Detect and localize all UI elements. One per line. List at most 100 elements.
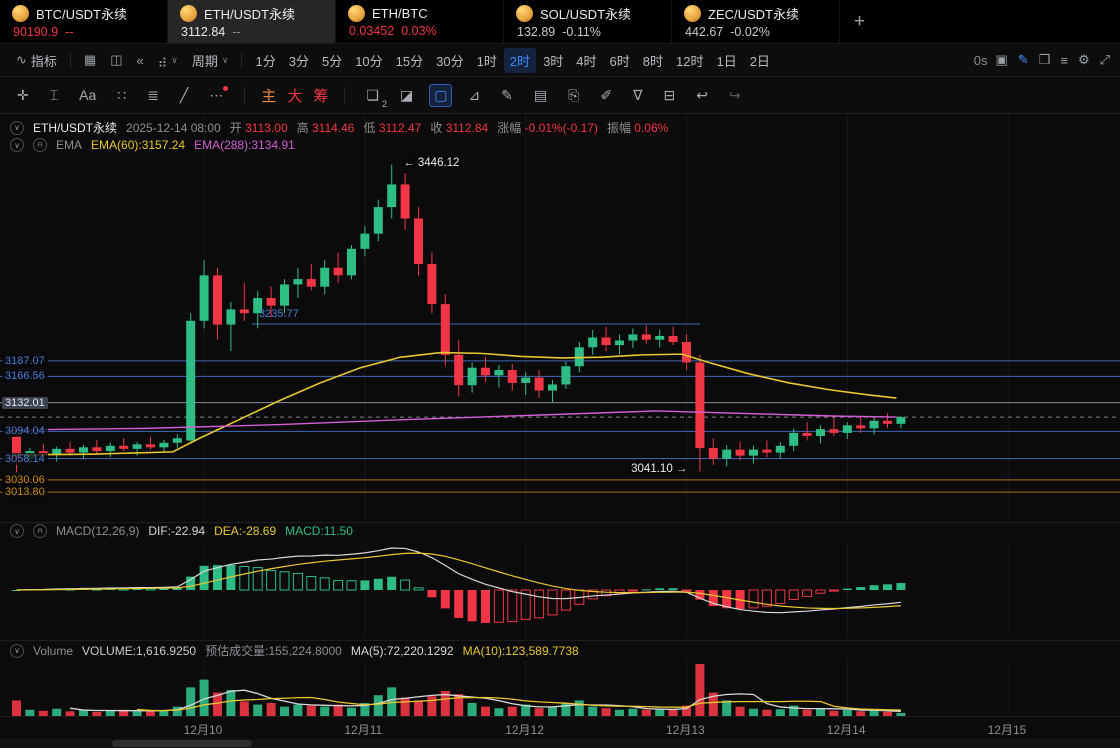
crosshair-icon[interactable]: ✛ — [17, 86, 29, 103]
scrollbar-thumb[interactable] — [112, 740, 252, 747]
ticker-tab[interactable]: ZEC/USDT永续 442.67 -0.02% — [672, 0, 840, 43]
fullscreen-icon[interactable]: ⤢ — [1099, 52, 1110, 67]
close-value: 3112.84 — [445, 121, 489, 135]
ticker-tab-name: ETH/USDT永续 — [204, 7, 296, 22]
undo-icon[interactable]: ↩ — [696, 86, 708, 103]
timeframe-15分[interactable]: 15分 — [395, 53, 424, 69]
timeframe-5分[interactable]: 5分 — [321, 53, 343, 69]
panel-divider — [0, 522, 1120, 523]
text-tool-icon[interactable]: Aa — [79, 87, 97, 103]
ticker-price: 0.03452 — [349, 24, 395, 38]
ticker-tab[interactable]: BTC/USDT永续 90190.9 -- — [0, 0, 168, 43]
timeframe-6时[interactable]: 6时 — [609, 53, 630, 69]
divider — [244, 86, 246, 104]
volume-value: VOLUME:1,616.9250 — [82, 643, 197, 658]
low-value: 3112.47 — [378, 121, 422, 135]
pattern-tool-icon[interactable]: ∷ — [117, 86, 127, 103]
tool-button-大[interactable]: 大 — [287, 87, 303, 105]
macd-chart[interactable] — [0, 542, 1120, 638]
compare-icon: ◫ — [110, 52, 123, 67]
popup-icon[interactable]: ❐ — [1038, 52, 1051, 67]
low-label: 低 — [363, 121, 376, 135]
checklist-icon[interactable]: ≣ — [147, 86, 159, 103]
clipboard-icon[interactable]: ⎘ — [568, 86, 580, 103]
ticker-tab-name: SOL/USDT永续 — [540, 7, 632, 22]
redo-icon[interactable]: ↪ — [728, 86, 741, 103]
ticker-tab[interactable]: ETH/USDT永续 3112.84 -- — [168, 0, 336, 43]
ibeam-icon[interactable]: ⌶ — [49, 86, 59, 103]
chart-scrollbar — [0, 739, 1120, 748]
list-icon[interactable]: ≡ — [1060, 52, 1068, 68]
timeframe-group: 1分 3分 5分 10分 15分 30分 1时 2时 3时 4时 6时 8时 12时 1日 2日 — [249, 47, 775, 73]
time-axis[interactable]: 12月10 12月11 12月12 12月13 12月14 12月15 — [0, 716, 1120, 738]
timeframe-1分[interactable]: 1分 — [255, 53, 276, 69]
toolbar-left-icons: ▦ ◫ « ⣴ ∨ — [78, 49, 184, 71]
settings-icon[interactable]: ⚙ — [1077, 52, 1090, 67]
timeframe-2时[interactable]: 2时 — [503, 47, 537, 73]
price-chart[interactable] — [0, 114, 1120, 520]
ticker-tab[interactable]: SOL/USDT永续 132.89 -0.11% — [504, 0, 672, 43]
timeframe-10分[interactable]: 10分 — [355, 53, 383, 69]
collapse-icon[interactable]: ∨ — [10, 120, 24, 135]
volume-profile-button[interactable]: ⣴ ∨ — [152, 49, 184, 71]
timeframe-12时[interactable]: 12时 — [676, 53, 704, 69]
coin-icon — [180, 5, 197, 22]
timeframe-1时[interactable]: 1时 — [476, 53, 497, 69]
price-level-label: 3094.04 — [2, 425, 48, 438]
price-level-label: 3235.77 — [259, 307, 299, 320]
volume-est-value: 预估成交量:155,224.8000 — [205, 644, 342, 658]
timeframe-1日[interactable]: 1日 — [716, 53, 737, 69]
film-icon[interactable]: ▤ — [533, 86, 548, 103]
timeframe-3分[interactable]: 3分 — [288, 53, 309, 69]
ema-title: EMA — [56, 138, 83, 152]
more-tools-icon[interactable]: ⋯ — [204, 84, 229, 107]
camera-icon[interactable]: ▣ — [995, 52, 1008, 67]
chart-area: ∨ ETH/USDT永续 2025-12-14 08:00 开 3113.00 … — [0, 114, 1120, 748]
ticker-change: -- — [65, 25, 74, 39]
ticker-tab-top: BTC/USDT永续 — [12, 4, 151, 23]
divider — [69, 51, 71, 69]
timeframe-8时[interactable]: 8时 — [642, 53, 663, 69]
timeframe-4时[interactable]: 4时 — [576, 53, 597, 69]
coin-icon — [12, 5, 29, 22]
timeframe-3时[interactable]: 3时 — [543, 53, 564, 69]
time-axis-label: 12月11 — [344, 723, 383, 737]
collapse-icon[interactable]: ∨ — [10, 524, 24, 538]
rewind-button[interactable]: « — [131, 50, 150, 71]
price-annotation: 3041.10 → — [629, 463, 690, 476]
compare-button[interactable]: ◫ — [104, 49, 128, 71]
period-label: 周期 — [191, 53, 218, 69]
ticker-tab-quote: 90190.9 -- — [12, 25, 151, 39]
tool-button-筹[interactable]: 筹 — [313, 87, 329, 105]
timeframe-30分[interactable]: 30分 — [436, 53, 464, 69]
ticker-tab[interactable]: ETH/BTC 0.03452 0.03% — [336, 0, 504, 43]
alert-bell-icon[interactable]: ⍾ — [33, 524, 47, 538]
chevron-down-icon: ∨ — [171, 54, 178, 65]
volume-chart[interactable] — [0, 660, 1120, 716]
indicators-button[interactable]: ∿ 指标 — [10, 48, 63, 73]
badge: 2 — [381, 98, 387, 109]
ticker-tab-top: ZEC/USDT永续 — [684, 4, 823, 23]
eraser-icon[interactable]: ◪ — [399, 86, 414, 103]
select-box-icon[interactable]: ▢ — [429, 83, 453, 107]
ema-legend: ∨ ⍾ EMA EMA(60):3157.24 EMA(288):3134.91 — [10, 138, 295, 152]
collapse-icon[interactable]: ∨ — [10, 643, 24, 658]
period-dropdown[interactable]: 周期 ∨ — [186, 48, 235, 73]
draw-mode-icon[interactable]: ✎ — [1017, 52, 1029, 67]
overlay-icon[interactable]: ❏ 2 — [366, 86, 387, 109]
timeframe-2日[interactable]: 2日 — [749, 53, 770, 69]
add-symbol-button[interactable]: + — [854, 10, 866, 32]
trendline-icon[interactable]: ╱ — [179, 86, 189, 103]
calendar-button[interactable]: ▦ — [78, 49, 102, 71]
collapse-icon[interactable]: ∨ — [10, 138, 24, 152]
funnel-icon[interactable]: ∇ — [633, 86, 643, 103]
volume-legend: ∨ Volume VOLUME:1,616.9250 预估成交量:155,224… — [10, 642, 579, 659]
brush-icon[interactable]: ✐ — [600, 86, 613, 103]
legend-datetime: 2025-12-14 08:00 — [126, 120, 221, 135]
ruler-icon[interactable]: ⊿ — [468, 86, 481, 103]
tool-button-主[interactable]: 主 — [261, 87, 277, 105]
pen-icon[interactable]: ✎ — [501, 86, 513, 103]
alert-bell-icon[interactable]: ⍾ — [33, 138, 47, 152]
indicators-icon: ∿ — [16, 52, 27, 67]
trash-icon[interactable]: ⊟ — [663, 86, 676, 103]
